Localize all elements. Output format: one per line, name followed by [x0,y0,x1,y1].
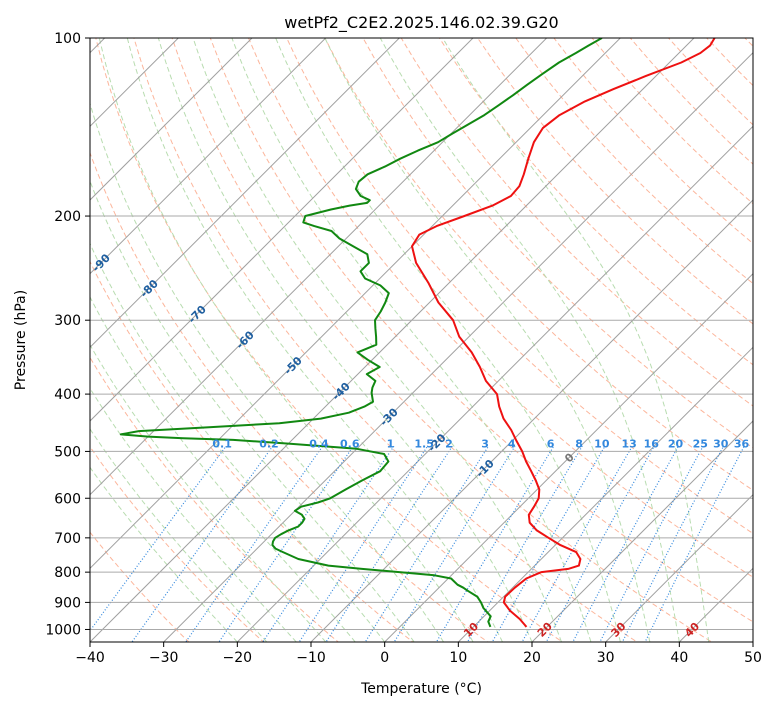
chart-title: wetPf2_C2E2.2025.146.02.39.G20 [284,13,558,33]
moist-adiabat [90,343,327,642]
isotherm-label: -100 [39,223,68,252]
mixing-ratio-label: 0.4 [309,437,329,450]
dry-adiabat [90,356,339,642]
y-tick-label: 700 [54,531,81,547]
mixing-ratio-label: 30 [713,437,729,450]
x-tick-label: −10 [296,650,326,666]
mixing-ratio-label: 0.1 [212,437,232,450]
y-tick-label: 400 [54,387,81,403]
mixing-ratio-label: 36 [734,437,750,450]
temperature-profile [411,38,716,628]
y-tick-label: 1000 [45,622,81,638]
mixing-ratio-label: 16 [644,437,660,450]
mixing-ratio-line [466,445,583,642]
dry-adiabat [400,38,753,407]
x-tick-label: −20 [223,650,253,666]
mixing-ratio-label: 3 [481,437,489,450]
dry-adiabat [171,38,713,642]
mixing-ratio-label: 0.6 [340,437,360,450]
mixing-ratio-label: 10 [594,437,610,450]
isotherm-line [310,199,753,642]
isotherm-line [162,51,753,642]
isotherm-line [90,38,548,496]
isotherm-line [90,38,622,570]
moist-adiabat [275,38,621,642]
mixing-ratio-label: 4 [508,437,516,450]
isotherm-line [383,272,753,642]
x-tick-label: 30 [597,650,615,666]
isotherm-line [236,125,753,642]
mixing-ratio-line [435,445,555,642]
plot-background [90,38,753,642]
mixing-ratio-label: 1 [387,437,395,450]
isotherm-line [90,38,253,201]
y-tick-label: 500 [54,444,81,460]
mixing-ratio-label: 25 [693,437,708,450]
moist-adiabat [90,428,268,642]
x-tick-label: −30 [149,650,179,666]
background-lines [90,38,753,642]
y-tick-label: 200 [54,209,81,225]
mixing-ratio-label: 8 [575,437,583,450]
moist-adiabat [90,101,445,642]
mixing-ratio-line [491,445,606,642]
dry-adiabat [438,38,753,366]
y-tick-label: 600 [54,491,81,507]
dewpoint-profile [119,38,603,628]
mixing-ratio-label: 6 [547,437,555,450]
isotherm-line [531,420,753,642]
dry-adiabat [324,38,753,491]
isotherm-line [90,38,695,642]
moist-adiabat [324,38,651,642]
isotherm-line [90,38,401,349]
x-axis-label: Temperature (°C) [360,681,482,697]
mixing-ratio-line [393,445,516,642]
isotherm-line [90,38,474,422]
mixing-ratio-line [218,445,354,642]
mixing-ratio-label: 0.2 [259,437,279,450]
x-tick-label: 40 [670,650,688,666]
moist-adiabat [90,242,386,642]
isotherm-line [604,493,753,642]
isotherm-line [457,346,753,642]
mixing-ratio-line [572,445,679,642]
sounding-profiles [119,38,716,628]
plot-frame [89,37,754,643]
mixing-ratio-label: 13 [622,437,637,450]
mixing-ratio-label: 2 [445,437,453,450]
isotherm-line [90,38,327,275]
moist-adiabat [98,38,474,642]
x-tick-label: −40 [75,650,105,666]
y-tick-label: 100 [54,31,81,47]
dry-adiabat [90,531,190,642]
y-tick-label: 300 [54,313,81,329]
mixing-ratio-label: 1.5 [414,437,434,450]
mixing-ratio-line [325,445,453,642]
moist-adiabat [90,387,297,642]
x-tick-label: 10 [449,650,467,666]
y-tick-label: 800 [54,565,81,581]
x-tick-label: 0 [380,650,389,666]
mixing-ratio-line [298,445,429,642]
moist-adiabat [90,466,238,642]
moist-adiabat [442,38,710,642]
isobar-gridlines [90,38,753,630]
mixing-ratio-line [262,445,395,642]
x-tick-label: 50 [744,650,762,666]
moist-adiabat [192,38,562,642]
mixing-ratio-label: 20 [668,437,684,450]
y-tick-label: 900 [54,595,81,611]
x-tick-label: 20 [523,650,541,666]
moist-adiabat [379,38,680,642]
isotherm-line [90,38,180,128]
y-axis-label: Pressure (hPa) [13,290,29,390]
axes: −40 −30 −20 −10 0 10 20 30 40 5010020030040050060… [45,31,762,666]
moist-adiabat [157,38,533,642]
moist-adiabat [90,179,415,642]
